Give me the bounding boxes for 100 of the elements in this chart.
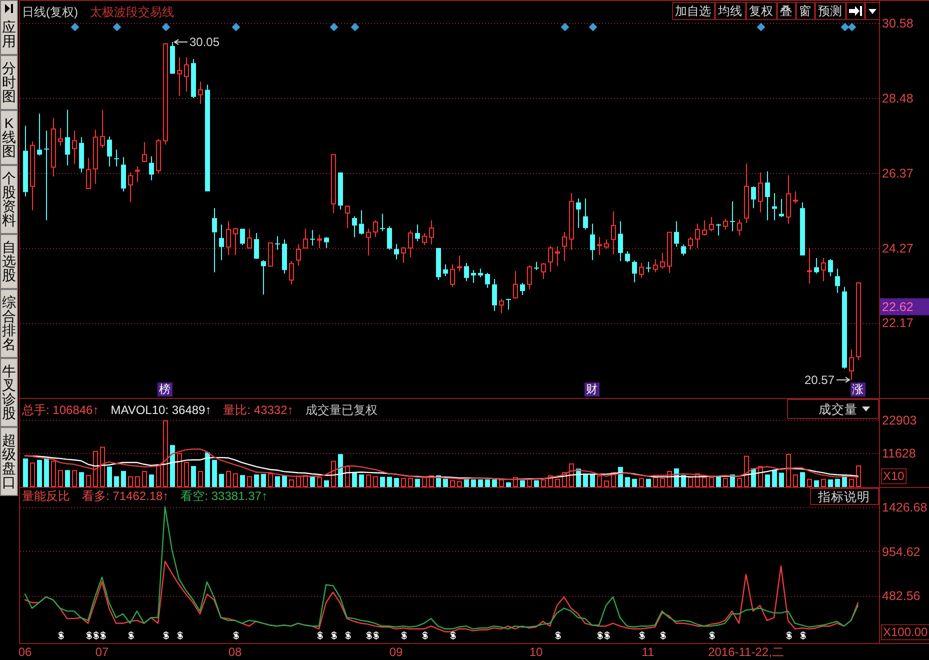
y-tick-label: 22.17 <box>882 316 914 330</box>
text: 个股资料 <box>2 170 16 228</box>
bar <box>275 476 280 487</box>
bar <box>93 450 98 487</box>
y-tick-label: 28.48 <box>882 91 914 106</box>
bar <box>359 474 364 487</box>
bar <box>198 470 203 487</box>
bar <box>492 479 497 487</box>
bar <box>625 477 630 487</box>
bar <box>597 475 602 487</box>
bar <box>212 460 217 487</box>
bar <box>632 478 637 487</box>
bar <box>569 463 574 487</box>
bar <box>415 478 420 487</box>
bar <box>828 479 833 487</box>
bar <box>23 458 28 487</box>
bar <box>856 465 861 487</box>
bar <box>450 480 455 487</box>
bar <box>247 476 252 487</box>
text: 30.05 <box>190 35 220 50</box>
bar <box>660 478 665 487</box>
bar <box>744 456 749 487</box>
annotation: 看空: 33381.37↑ <box>180 489 268 504</box>
bar <box>520 480 525 487</box>
bar <box>261 474 266 487</box>
bar <box>352 472 357 487</box>
bar <box>366 474 371 487</box>
bar <box>37 460 42 487</box>
x-tick-label: 08 <box>228 645 242 660</box>
bar <box>534 480 539 487</box>
y-tick-label: 482.56 <box>882 589 920 604</box>
bar <box>779 472 784 487</box>
bar <box>240 475 245 487</box>
text: 分时图 <box>2 60 16 104</box>
bar <box>121 470 126 487</box>
bar <box>646 478 651 487</box>
bar <box>786 454 791 487</box>
annotation: MAVOL10: 36489↑ <box>110 403 212 418</box>
bar <box>471 479 476 487</box>
bar <box>128 476 133 487</box>
annotation: 指标说明 <box>817 490 870 504</box>
bar <box>506 482 511 487</box>
bar <box>688 476 693 487</box>
bar <box>65 470 70 487</box>
bar <box>191 466 196 487</box>
text: K线图 <box>2 115 16 159</box>
line-series <box>24 506 859 630</box>
bar <box>408 478 413 487</box>
bar <box>765 474 770 487</box>
bar <box>163 420 168 487</box>
bar <box>849 478 854 487</box>
bar <box>156 465 161 487</box>
bar <box>296 476 301 487</box>
bar <box>254 474 259 487</box>
text: 超级盘口 <box>2 432 16 490</box>
bar <box>324 480 329 487</box>
bar <box>219 474 224 487</box>
annotation: 量能反比 <box>22 489 70 504</box>
x-tick-label: 07 <box>95 645 109 660</box>
annotation: 看多: 71462.18↑ <box>82 489 169 504</box>
bar <box>30 462 35 487</box>
bar <box>772 470 777 487</box>
bar <box>170 445 175 487</box>
bar <box>653 477 658 487</box>
bar <box>282 475 287 487</box>
bar <box>289 479 294 487</box>
bar <box>422 477 427 487</box>
bar <box>114 476 119 487</box>
bar <box>86 475 91 487</box>
y-tick-label: 24.27 <box>882 241 914 256</box>
bar <box>604 480 609 487</box>
bar <box>177 453 182 487</box>
bar <box>835 478 840 487</box>
x-tick-label: 2016-11-22,二 <box>708 645 784 660</box>
y-tick-label: 954.62 <box>882 544 920 559</box>
bar <box>268 473 273 487</box>
annotation: 量比: 43332↑ <box>223 403 294 418</box>
bar <box>541 479 546 487</box>
x-tick-label: 09 <box>389 645 403 660</box>
bar <box>387 476 392 487</box>
bar <box>44 458 49 487</box>
bar <box>457 481 462 487</box>
annotation: 太极波段交易线 <box>90 5 174 20</box>
x-tick-label: 06 <box>18 645 32 660</box>
bar <box>639 478 644 487</box>
line-series <box>24 560 859 632</box>
text: 20.57 <box>804 373 834 388</box>
bar <box>226 470 231 487</box>
y-tick-label: 1426.68 <box>882 500 928 514</box>
text: 牛叉诊股 <box>2 363 16 421</box>
bar <box>345 466 350 487</box>
bar <box>800 472 805 487</box>
bar <box>681 475 686 487</box>
bar <box>814 480 819 487</box>
annotation: 预测 <box>818 4 842 18</box>
bar <box>583 474 588 487</box>
text: 综合排名 <box>2 294 16 352</box>
annotation: 加自选 <box>675 4 711 18</box>
bar <box>58 470 63 487</box>
bar <box>373 476 378 487</box>
